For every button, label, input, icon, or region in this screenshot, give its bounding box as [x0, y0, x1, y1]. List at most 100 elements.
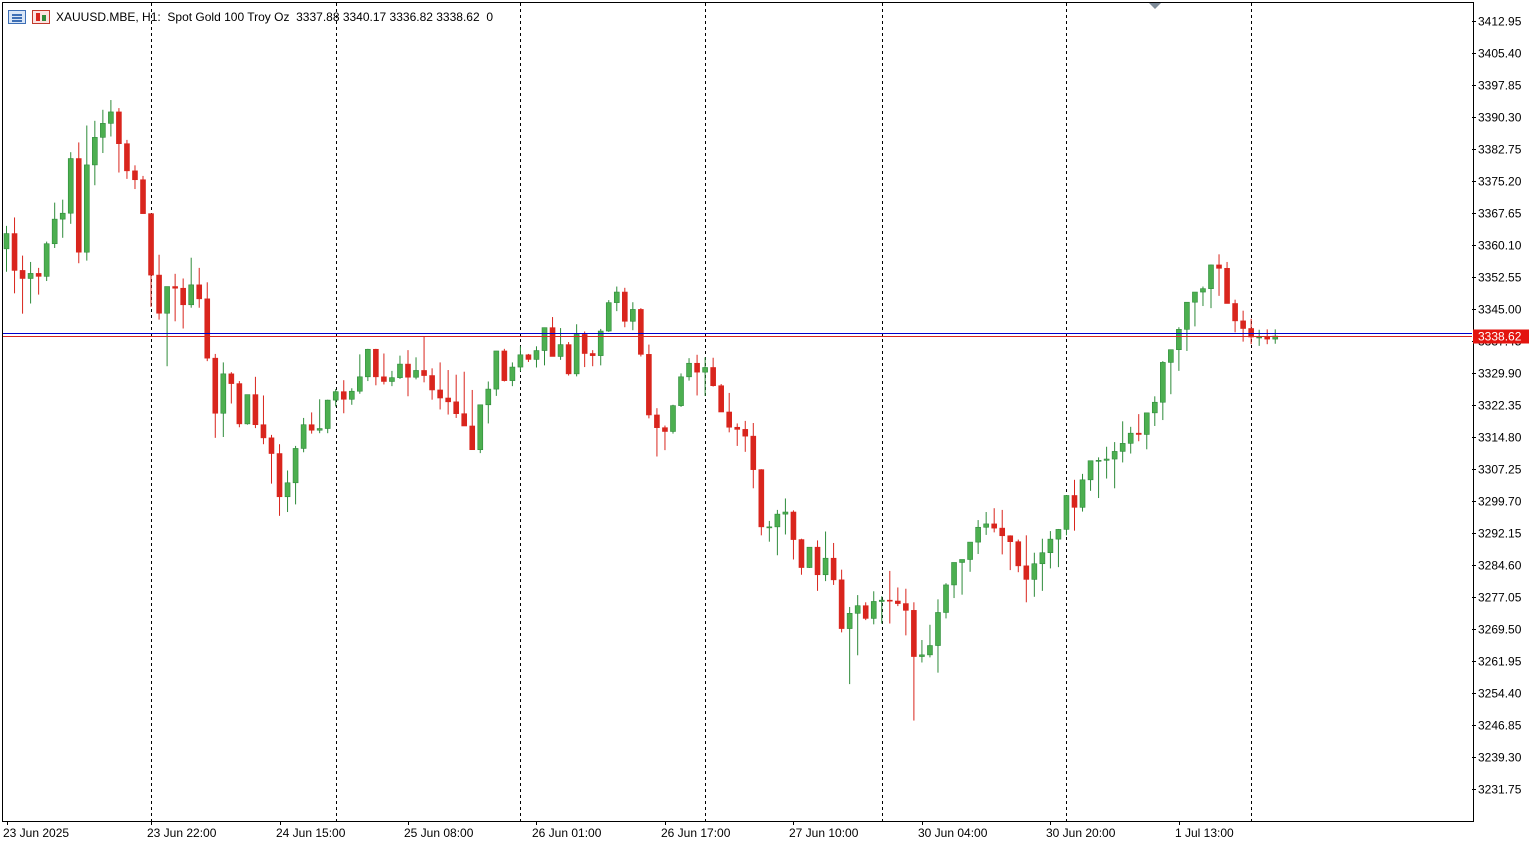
bear-candle: [252, 394, 259, 426]
bear-candle: [565, 344, 572, 375]
bull-candle: [822, 557, 829, 576]
bear-candle: [268, 437, 275, 454]
bull-candle: [1055, 529, 1062, 540]
bear-candle: [421, 370, 427, 376]
bear-candle: [461, 413, 468, 427]
bull-candle: [389, 377, 395, 382]
y-tick-label: 3261.95: [1478, 655, 1522, 669]
bull-candle: [686, 362, 692, 378]
bull-candle: [1079, 479, 1086, 508]
bear-candle: [1007, 535, 1014, 542]
symbol-menu-icon[interactable]: [8, 10, 26, 24]
bear-candle: [991, 523, 997, 529]
bull-candle: [846, 613, 853, 629]
bear-candle: [1248, 328, 1254, 338]
x-tick-label: 26 Jun 01:00: [532, 826, 602, 840]
y-tick-label: 3231.75: [1478, 783, 1522, 797]
bull-candle: [284, 482, 291, 498]
bear-candle: [694, 362, 700, 373]
chart-type-icon[interactable]: [32, 10, 50, 24]
bull-candle: [1256, 336, 1262, 339]
bull-candle: [332, 391, 339, 401]
bull-candle: [51, 218, 58, 245]
bear-candle: [212, 357, 219, 414]
bear-candle: [381, 376, 387, 382]
y-tick-label: 3375.20: [1478, 175, 1522, 189]
bear-candle: [638, 309, 644, 355]
x-tick-label: 1 Jul 13:00: [1175, 826, 1234, 840]
bull-candle: [365, 348, 371, 378]
bear-candle: [790, 511, 797, 540]
bear-candle: [646, 354, 652, 416]
bull-candle: [1127, 432, 1134, 444]
bull-candle: [100, 123, 106, 138]
bear-candle: [75, 158, 82, 253]
y-tick-label: 3412.95: [1478, 15, 1522, 29]
bull-candle: [854, 605, 861, 614]
bear-candle: [814, 546, 821, 576]
y-tick-label: 3292.15: [1478, 527, 1522, 541]
bull-candle: [541, 327, 548, 351]
bear-candle: [895, 600, 901, 604]
bear-candle: [798, 539, 805, 568]
bear-candle: [35, 273, 42, 277]
bear-candle: [886, 599, 893, 602]
bear-candle: [742, 429, 749, 437]
bull-candle: [84, 164, 90, 253]
bear-candle: [525, 354, 532, 360]
y-tick-label: 3397.85: [1478, 79, 1522, 93]
bull-candle: [485, 388, 492, 406]
y-tick-label: 3360.10: [1478, 239, 1522, 253]
bear-candle: [1264, 336, 1271, 340]
bear-candle: [589, 353, 596, 356]
bear-candle: [308, 424, 315, 431]
x-tick-label: 30 Jun 20:00: [1046, 826, 1116, 840]
current-price-box: [1473, 329, 1529, 344]
bull-candle: [1119, 443, 1126, 452]
bear-candle: [340, 391, 347, 400]
y-tick-label: 3284.60: [1478, 559, 1522, 573]
bull-candle: [975, 526, 981, 543]
bear-candle: [1232, 303, 1238, 322]
x-tick-label: 25 Jun 08:00: [404, 826, 474, 840]
timeframe-label: H1:: [142, 10, 161, 24]
bull-candle: [943, 584, 949, 613]
bear-candle: [1240, 320, 1246, 329]
bull-candle: [1160, 362, 1166, 403]
bull-candle: [292, 448, 299, 484]
bull-candle: [477, 404, 484, 451]
bull-candle: [630, 309, 636, 322]
y-tick-label: 3307.25: [1478, 463, 1522, 477]
bear-candle: [236, 383, 243, 425]
bear-candle: [1135, 432, 1142, 435]
y-tick-label: 3299.70: [1478, 495, 1522, 509]
bear-candle: [622, 291, 628, 322]
bear-candle: [437, 389, 443, 399]
y-tick-label: 3322.35: [1478, 399, 1522, 413]
bull-candle: [951, 562, 957, 586]
bear-candle: [999, 527, 1006, 537]
bull-candle: [782, 511, 789, 515]
bear-candle: [1023, 565, 1030, 580]
bull-candle: [1176, 329, 1182, 350]
bull-candle: [220, 373, 227, 414]
y-tick-label: 3246.85: [1478, 719, 1522, 733]
chart-area[interactable]: [2, 2, 1474, 822]
bull-candle: [573, 334, 580, 375]
bull-candle: [1192, 291, 1198, 303]
bull-candle: [935, 612, 941, 646]
bull-candle: [300, 424, 307, 449]
bear-candle: [204, 298, 211, 359]
bull-candle: [613, 291, 620, 303]
bear-candle: [228, 373, 235, 384]
bear-candle: [276, 453, 283, 498]
ohlc-values: 3337.88 3340.17 3336.82 3338.62: [296, 10, 480, 24]
y-tick-label: 3277.05: [1478, 591, 1522, 605]
bull-candle: [870, 601, 877, 619]
bear-candle: [750, 435, 757, 470]
bull-candle: [59, 212, 66, 220]
bear-candle: [260, 424, 267, 439]
bear-candle: [662, 427, 668, 432]
bear-candle: [726, 411, 733, 428]
